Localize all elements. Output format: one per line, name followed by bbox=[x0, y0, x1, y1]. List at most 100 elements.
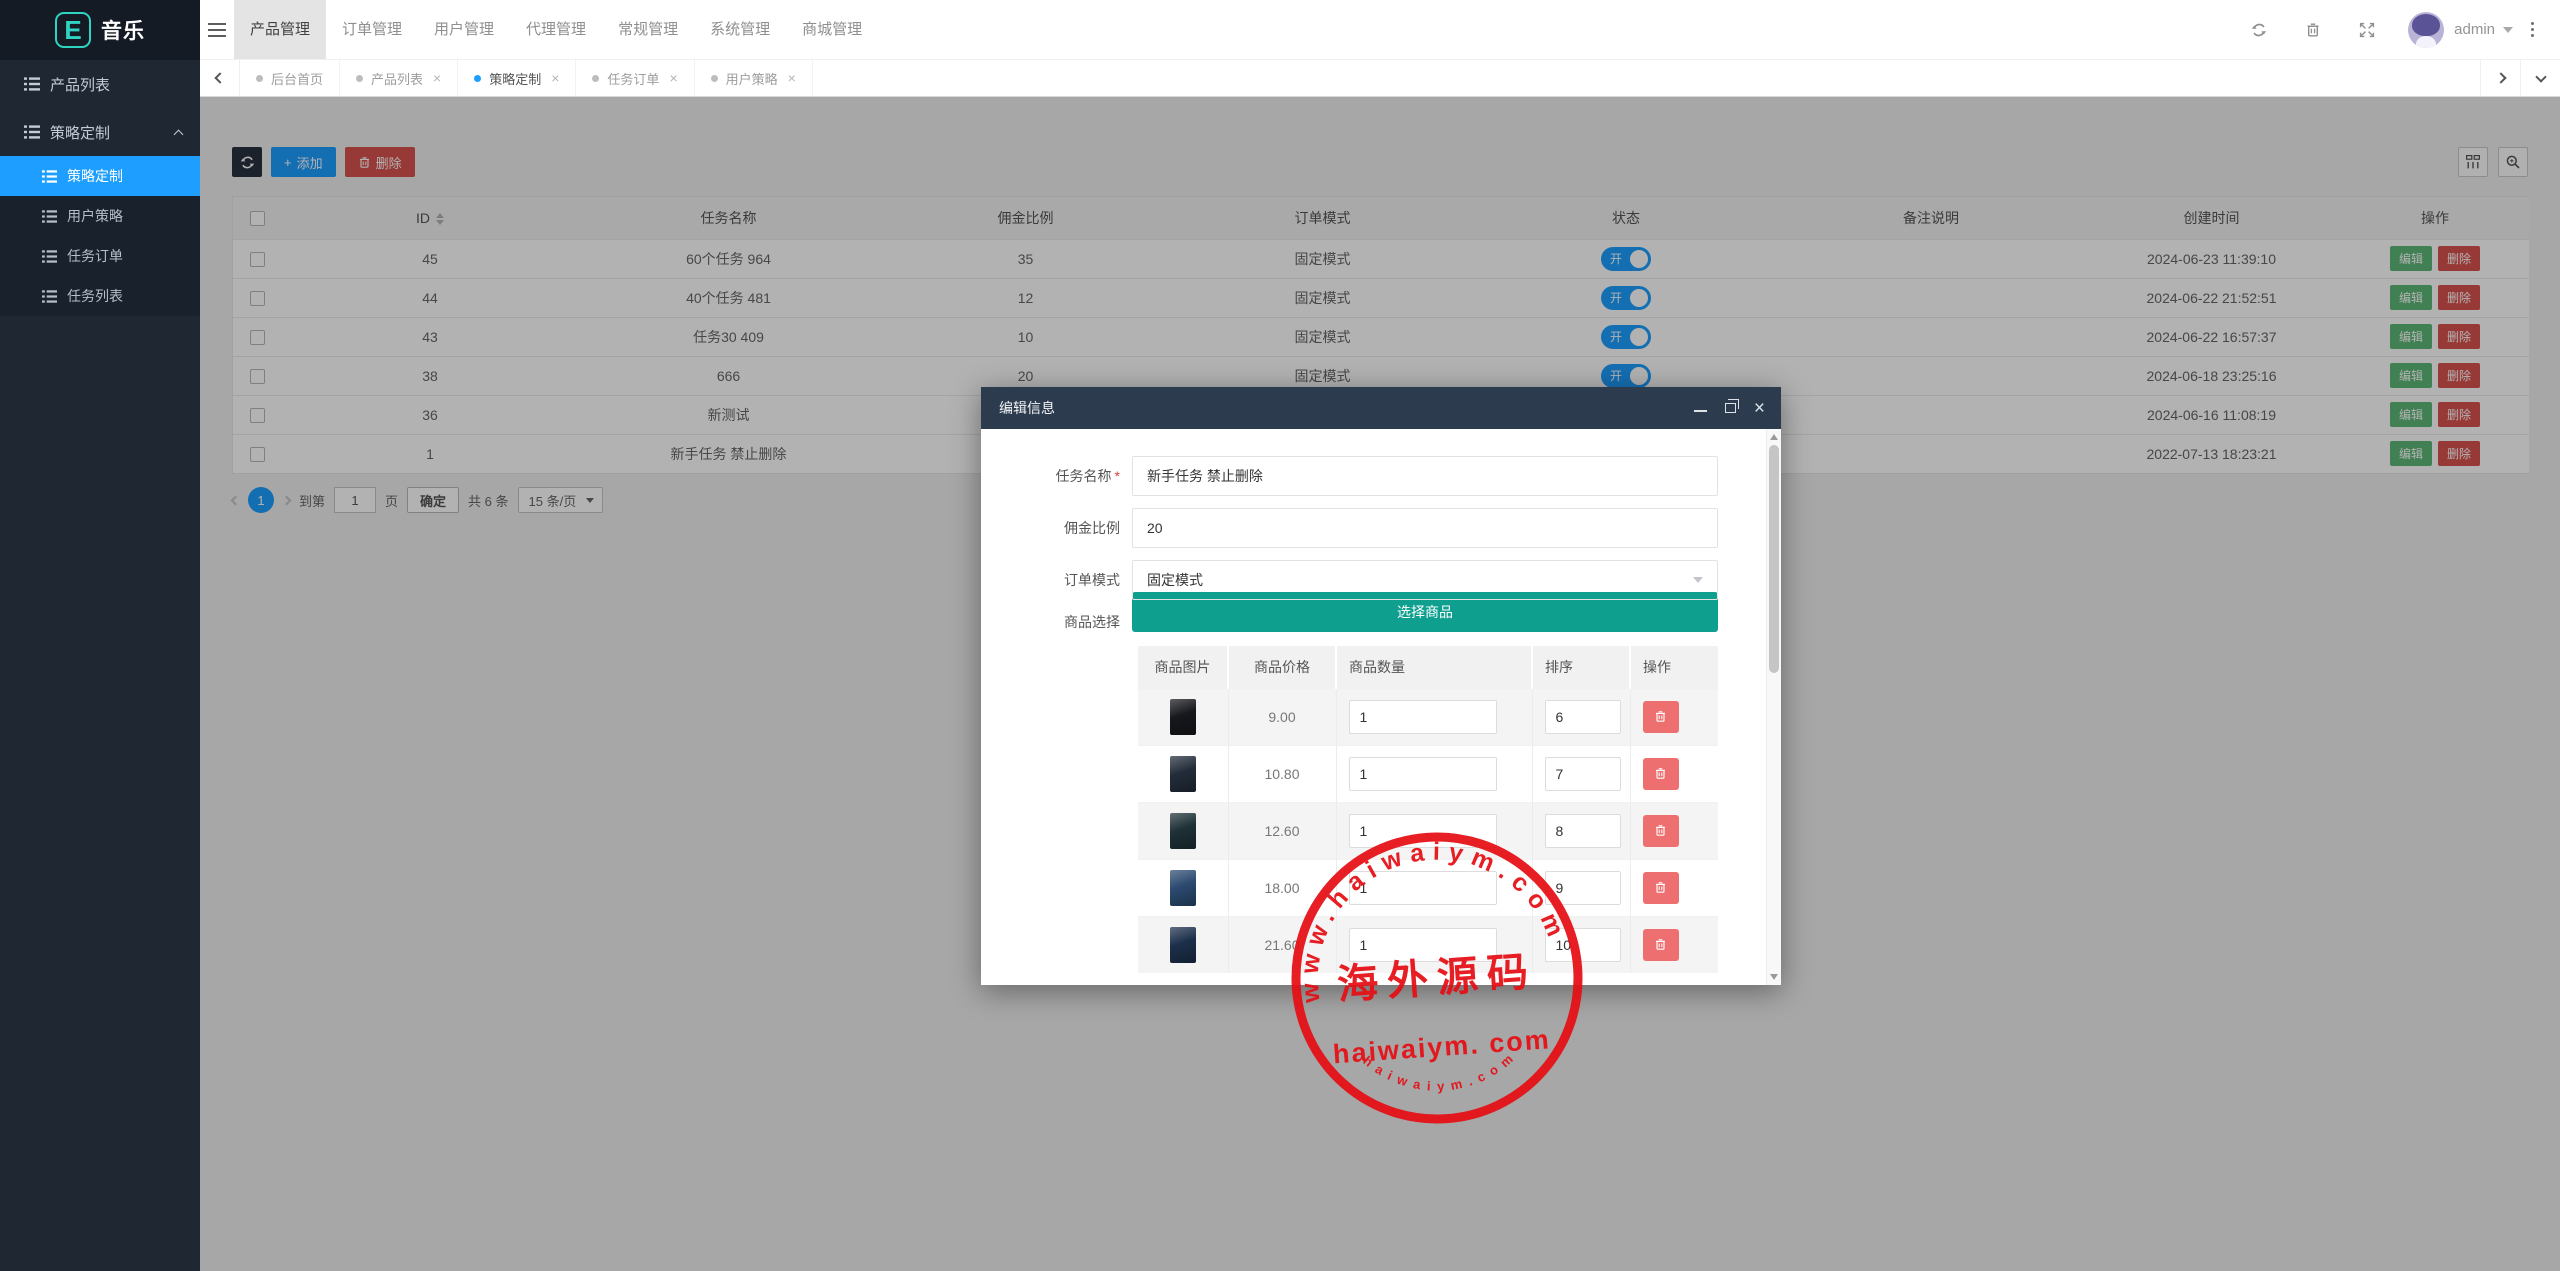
product-sort-input[interactable] bbox=[1544, 927, 1621, 962]
sidebar-subitem[interactable]: 策略定制 bbox=[0, 156, 200, 196]
minimize-icon[interactable] bbox=[1693, 410, 1707, 412]
maximize-icon[interactable] bbox=[1724, 399, 1740, 413]
per-page-select[interactable]: 15 条/页 bbox=[517, 487, 604, 513]
tab[interactable]: 策略定制 × bbox=[458, 60, 577, 96]
row-checkbox[interactable] bbox=[249, 407, 265, 423]
status-toggle[interactable]: 开 bbox=[1601, 363, 1651, 388]
tabs-scroll-left[interactable] bbox=[200, 60, 240, 96]
order-mode-select[interactable]: 固定模式 bbox=[1132, 560, 1718, 600]
sidebar-subitem[interactable]: 任务订单 bbox=[0, 236, 200, 276]
product-qty-input[interactable] bbox=[1348, 870, 1497, 905]
tabs-scroll-right[interactable] bbox=[2480, 60, 2520, 96]
current-page[interactable]: 1 bbox=[248, 487, 274, 513]
col-header-actions: 操作 bbox=[2341, 197, 2529, 239]
row-checkbox[interactable] bbox=[249, 251, 265, 267]
delete-row-button[interactable]: 删除 bbox=[2438, 363, 2481, 388]
tab[interactable]: 用户策略 × bbox=[695, 60, 813, 96]
topnav-item[interactable]: 用户管理 bbox=[434, 21, 495, 38]
edit-button[interactable]: 编辑 bbox=[2389, 246, 2432, 271]
cell-name: 40个任务 481 bbox=[579, 277, 878, 317]
tab[interactable]: 后台首页 × bbox=[240, 60, 341, 96]
product-sort-input[interactable] bbox=[1544, 699, 1621, 734]
tabbar: 后台首页 × 产品列表 × 策略定制 × 任务订单 × bbox=[200, 60, 2560, 97]
tab-label: 产品列表 bbox=[371, 71, 424, 87]
topnav-item[interactable]: 商城管理 bbox=[802, 21, 863, 38]
topnav-item[interactable]: 系统管理 bbox=[710, 21, 771, 38]
product-sort-input[interactable] bbox=[1544, 756, 1621, 791]
product-qty-input[interactable] bbox=[1348, 756, 1497, 791]
remove-product-button[interactable] bbox=[1642, 871, 1679, 904]
row-checkbox[interactable] bbox=[249, 447, 265, 463]
cell-commission: 10 bbox=[878, 316, 1173, 356]
topnav-item[interactable]: 产品管理 bbox=[234, 0, 327, 59]
edit-button[interactable]: 编辑 bbox=[2389, 324, 2432, 349]
topnav-item[interactable]: 常规管理 bbox=[618, 21, 679, 38]
more-menu-icon[interactable] bbox=[2513, 22, 2552, 37]
search-button[interactable] bbox=[2498, 147, 2528, 177]
sidebar-group-strategy[interactable]: 策略定制 bbox=[0, 108, 200, 156]
tab-close-icon[interactable]: × bbox=[669, 70, 678, 86]
columns-button[interactable] bbox=[2458, 147, 2488, 177]
product-qty-input[interactable] bbox=[1348, 699, 1497, 734]
modal-scrollbar[interactable] bbox=[1766, 429, 1781, 985]
product-sort-input[interactable] bbox=[1544, 813, 1621, 848]
scroll-up-icon[interactable] bbox=[1770, 434, 1778, 440]
tab-close-icon[interactable]: × bbox=[787, 70, 796, 86]
remove-product-button[interactable] bbox=[1642, 700, 1679, 733]
username[interactable]: admin bbox=[2454, 21, 2495, 38]
edit-button[interactable]: 编辑 bbox=[2389, 363, 2432, 388]
refresh-icon[interactable] bbox=[2232, 0, 2286, 60]
scroll-down-icon[interactable] bbox=[1770, 974, 1778, 980]
goto-confirm-button[interactable]: 确定 bbox=[407, 487, 460, 513]
remove-product-button[interactable] bbox=[1642, 928, 1679, 961]
delete-row-button[interactable]: 删除 bbox=[2438, 324, 2481, 349]
trash-icon[interactable] bbox=[2286, 0, 2340, 60]
fullscreen-icon[interactable] bbox=[2340, 0, 2394, 60]
topnav-item[interactable]: 代理管理 bbox=[526, 21, 587, 38]
delete-button[interactable]: 删除 bbox=[344, 147, 415, 177]
remove-product-button[interactable] bbox=[1642, 814, 1679, 847]
cell-id: 44 bbox=[281, 277, 579, 317]
modal-header[interactable]: 编辑信息 × bbox=[981, 387, 1781, 429]
add-button[interactable]: + 添加 bbox=[271, 147, 336, 177]
tab[interactable]: 产品列表 × bbox=[340, 60, 459, 96]
status-toggle[interactable]: 开 bbox=[1601, 324, 1651, 349]
edit-button[interactable]: 编辑 bbox=[2389, 402, 2432, 427]
task-name-input[interactable] bbox=[1132, 456, 1718, 496]
tab[interactable]: 任务订单 × bbox=[576, 60, 695, 96]
row-checkbox[interactable] bbox=[249, 290, 265, 306]
status-toggle[interactable]: 开 bbox=[1601, 285, 1651, 310]
edit-button[interactable]: 编辑 bbox=[2389, 285, 2432, 310]
close-icon[interactable]: × bbox=[1753, 397, 1765, 419]
remove-product-button[interactable] bbox=[1642, 757, 1679, 790]
tab-close-icon[interactable]: × bbox=[551, 70, 560, 86]
product-sort-input[interactable] bbox=[1544, 870, 1621, 905]
col-header-id[interactable]: ID bbox=[416, 209, 430, 226]
delete-row-button[interactable]: 删除 bbox=[2438, 441, 2481, 467]
select-all-checkbox[interactable] bbox=[249, 211, 265, 227]
delete-row-button[interactable]: 删除 bbox=[2438, 246, 2481, 271]
sidebar-subitem[interactable]: 用户策略 bbox=[0, 196, 200, 236]
refresh-button[interactable] bbox=[232, 147, 262, 177]
trash-icon bbox=[1654, 824, 1667, 837]
delete-row-button[interactable]: 删除 bbox=[2438, 285, 2481, 310]
edit-button[interactable]: 编辑 bbox=[2389, 441, 2432, 467]
menu-toggle-icon[interactable] bbox=[200, 0, 234, 59]
row-checkbox[interactable] bbox=[249, 329, 265, 345]
delete-row-button[interactable]: 删除 bbox=[2438, 402, 2481, 427]
row-checkbox[interactable] bbox=[249, 368, 265, 384]
tab-close-icon[interactable]: × bbox=[433, 70, 442, 86]
sort-icon[interactable] bbox=[436, 213, 444, 226]
scrollbar-thumb[interactable] bbox=[1769, 445, 1779, 673]
tabs-menu[interactable] bbox=[2520, 60, 2560, 96]
commission-input[interactable] bbox=[1132, 508, 1718, 548]
sidebar-item-product-list[interactable]: 产品列表 bbox=[0, 60, 200, 108]
status-toggle[interactable]: 开 bbox=[1601, 246, 1651, 271]
product-qty-input[interactable] bbox=[1348, 813, 1497, 848]
product-qty-input[interactable] bbox=[1348, 927, 1497, 962]
avatar[interactable] bbox=[2408, 11, 2445, 48]
sidebar-subitem[interactable]: 任务列表 bbox=[0, 276, 200, 316]
topnav-item[interactable]: 订单管理 bbox=[342, 21, 403, 38]
pick-product-button[interactable]: 选择商品 bbox=[1132, 592, 1718, 632]
goto-page-input[interactable] bbox=[334, 487, 377, 513]
